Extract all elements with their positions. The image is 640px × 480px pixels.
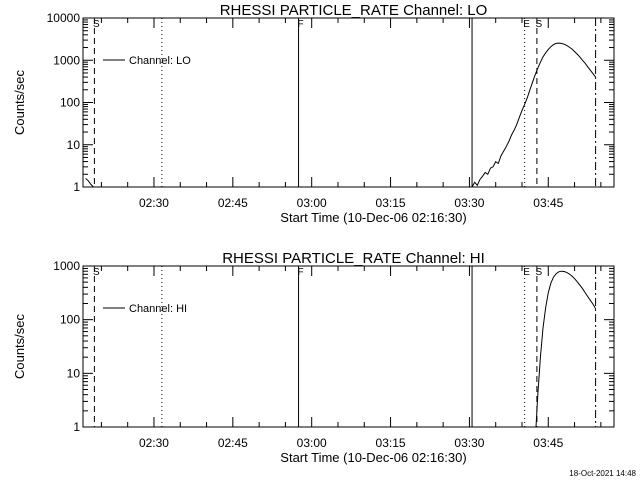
legend-label: Channel: LO: [129, 55, 191, 67]
x-tick-label: 02:45: [218, 196, 248, 210]
footer-timestamp: 18-Oct-2021 14:48: [569, 469, 636, 478]
hi-channel-plot: RHESSI PARTICLE_RATE Channel: HI Start Ti…: [12, 250, 615, 465]
series-line: [535, 270, 597, 427]
plot-frame: [82, 17, 615, 188]
x-tick-label: 03:45: [533, 196, 563, 210]
series-line: [471, 42, 596, 187]
y-tick-label: 10: [67, 366, 81, 380]
y-tick-label: 1000: [53, 53, 80, 67]
event-marker-label: E: [523, 267, 530, 278]
y-tick-label: 100: [60, 96, 80, 110]
x-axis-label: Start Time (10-Dec-06 02:16:30): [280, 210, 466, 225]
y-tick-label: 10000: [47, 11, 81, 25]
x-tick-label: 03:00: [297, 196, 327, 210]
plot-frame: [82, 265, 615, 428]
y-tick-label: 10: [67, 138, 81, 152]
y-axis-label: Counts/sec: [12, 69, 27, 135]
event-marker-label: F: [297, 267, 303, 278]
x-tick-label: 03:15: [376, 436, 406, 450]
event-marker-label: S: [93, 267, 100, 278]
y-tick-label: 1000: [53, 259, 80, 273]
event-marker-label: E: [523, 19, 530, 30]
x-tick-label: 03:00: [297, 436, 327, 450]
x-tick-label: 02:30: [139, 436, 169, 450]
x-tick-label: 03:15: [376, 196, 406, 210]
x-tick-label: 03:30: [454, 436, 484, 450]
series-line: [85, 178, 94, 187]
event-marker-label: S: [536, 19, 543, 30]
x-tick-label: 02:30: [139, 196, 169, 210]
y-tick-label: 100: [60, 313, 80, 327]
chart-title: RHESSI PARTICLE_RATE Channel: LO: [220, 2, 488, 19]
legend-label: Channel: HI: [129, 303, 187, 315]
x-axis-label: Start Time (10-Dec-06 02:16:30): [280, 450, 466, 465]
x-tick-label: 03:45: [533, 436, 563, 450]
x-tick-label: 02:45: [218, 436, 248, 450]
event-marker-label: S: [536, 267, 543, 278]
y-axis-label: Counts/sec: [12, 313, 27, 379]
lo-channel-plot: RHESSI PARTICLE_RATE Channel: LO Start Ti…: [12, 2, 615, 225]
chart-title: RHESSI PARTICLE_RATE Channel: HI: [222, 250, 485, 267]
y-tick-label: 1: [73, 180, 80, 194]
event-marker-label: F: [297, 19, 303, 30]
y-tick-label: 1: [73, 420, 80, 434]
event-marker-label: S: [93, 19, 100, 30]
x-tick-label: 03:30: [454, 196, 484, 210]
